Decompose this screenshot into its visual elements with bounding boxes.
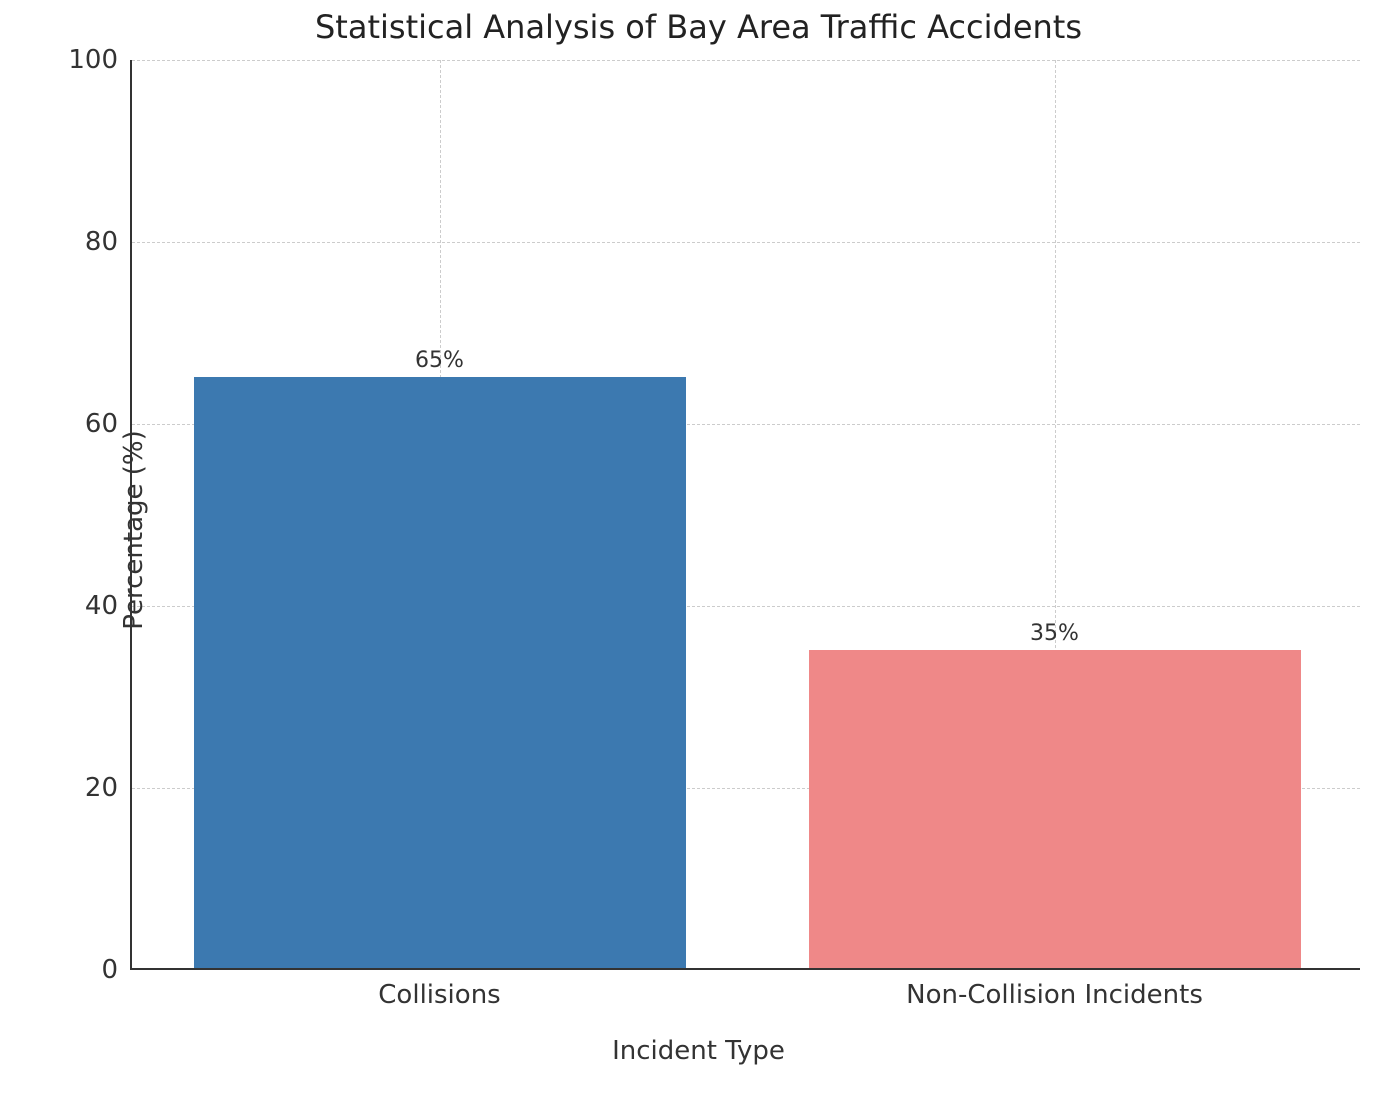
x-axis-label: Incident Type [0,1036,1397,1066]
gridline-y [132,242,1360,243]
gridline-y [132,60,1360,61]
bar-value-label: 65% [415,348,464,373]
x-tick-label: Collisions [378,968,500,1010]
y-tick-label: 20 [85,773,132,803]
y-tick-label: 80 [85,227,132,257]
chart-title: Statistical Analysis of Bay Area Traffic… [0,8,1397,46]
y-tick-label: 0 [101,955,132,985]
y-axis-label: Percentage (%) [119,430,149,630]
chart-container: Statistical Analysis of Bay Area Traffic… [0,0,1397,1101]
bar [194,377,686,969]
bar-value-label: 35% [1030,621,1079,646]
x-tick-label: Non-Collision Incidents [906,968,1203,1010]
bar [809,650,1301,969]
plot-area: 02040608010065%Collisions35%Non-Collisio… [130,60,1360,970]
y-tick-label: 100 [68,45,132,75]
